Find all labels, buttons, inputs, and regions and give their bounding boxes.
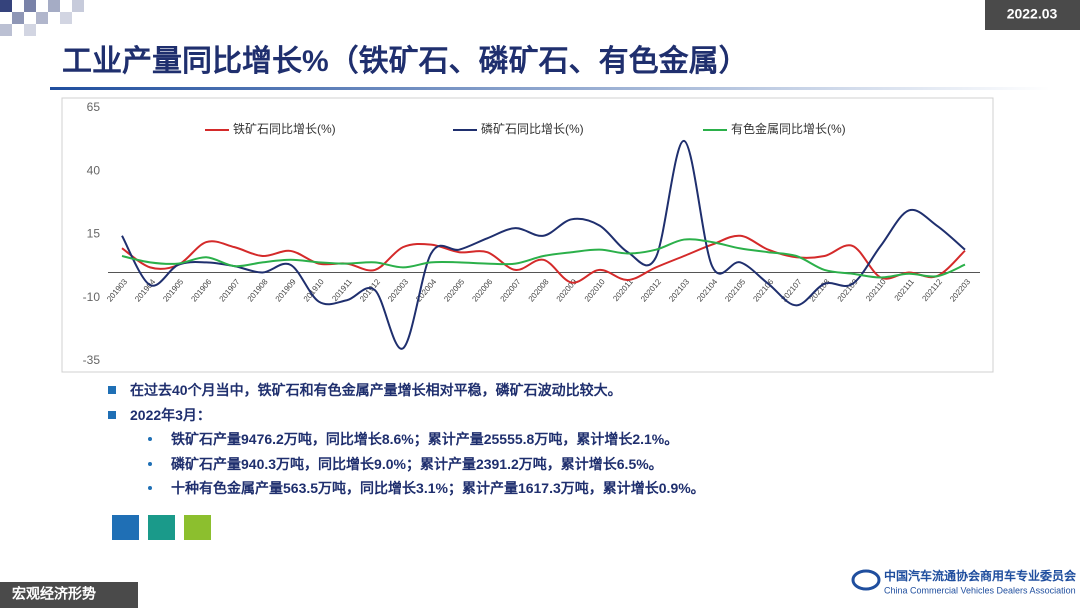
chart-frame: [61, 97, 994, 373]
line: [121, 234, 966, 284]
x-tick-label: 202107: [779, 277, 803, 304]
line: [121, 139, 966, 350]
sub-text: 磷矿石产量940.3万吨，同比增长9.0%；累计产量2391.2万吨，累计增长6…: [171, 455, 663, 472]
notes: 在过去40个月当中，铁矿石和有色金属产量增长相对平稳，磷矿石波动比较大。 2022…: [108, 378, 705, 501]
org-en: China Commercial Vehicles Dealers Associ…: [884, 585, 1076, 595]
x-tick-label: 202203: [948, 277, 972, 304]
x-tick-label: 202103: [667, 277, 691, 304]
date: 2022.03: [1007, 6, 1058, 22]
x-tick-label: 202104: [695, 277, 719, 304]
y-tick-label: -10: [83, 290, 101, 304]
legend-label: 铁矿石同比增长(%): [233, 122, 336, 136]
icon: [184, 515, 211, 540]
line: [121, 238, 966, 279]
sub-marker: [148, 437, 152, 441]
sub-text: 十种有色金属产量563.5万吨，同比增长3.1%；累计产量1617.3万吨，累计…: [171, 480, 705, 496]
legend-label: 有色金属同比增长(%): [731, 121, 846, 136]
x-tick-label: 201908: [246, 277, 270, 304]
bullet-text: 2022年3月：: [130, 406, 211, 423]
sub-marker: [148, 461, 152, 466]
sub-item: 铁矿石产量9476.2万吨，同比增长8.6%；累计产量25555.8万吨，累计增…: [108, 427, 705, 452]
section-box: [0, 582, 138, 608]
slide-title: 工业产量同比增长%（铁矿石、磷矿石、有色金属）: [62, 44, 749, 78]
title-rule: [50, 87, 1050, 90]
x-tick-label: 202108: [808, 277, 832, 304]
x-tick-label: 202008: [527, 277, 551, 304]
x-tick-label: 202112: [920, 277, 944, 303]
bullet-item: 在过去40个月当中，铁矿石和有色金属产量增长相对平稳，磷矿石波动比较大。: [108, 378, 705, 403]
x-tick-label: 201906: [189, 277, 213, 304]
sub-item: 十种有色金属产量563.5万吨，同比增长3.1%；累计产量1617.3万吨，累计…: [108, 476, 705, 501]
icon: [148, 515, 175, 540]
section: 宏观经济形势: [12, 586, 96, 602]
legend-label: 磷矿石同比增长(%): [481, 121, 584, 136]
corner-decor: [0, 0, 84, 36]
bullet-text: 在过去40个月当中，铁矿石和有色金属产量增长相对平稳，磷矿石波动比较大。: [130, 382, 622, 398]
x-tick-label: 202007: [498, 277, 522, 304]
x-tick-label: 202003: [386, 277, 410, 304]
x-tick-label: 202010: [583, 277, 607, 304]
x-tick-label: 201910: [302, 277, 326, 304]
y-tick-label: 15: [87, 227, 101, 241]
x-tick-label: 201907: [217, 277, 241, 304]
bullet-marker: [108, 410, 116, 419]
icon: [112, 515, 139, 540]
org-cn: 中国汽车流通协会商用车专业委员会: [884, 568, 1077, 583]
x-tick-label: 202110: [864, 277, 888, 303]
x-tick-label: 202012: [639, 277, 663, 304]
x-tick-label: 201903: [105, 277, 129, 304]
bullet-item: 2022年3月：: [108, 403, 705, 428]
sub-item: 磷矿石产量940.3万吨，同比增长9.0%；累计产量2391.2万吨，累计增长6…: [108, 452, 705, 477]
x-tick-label: 202105: [723, 277, 747, 304]
logo: [851, 569, 881, 591]
date-box: [985, 0, 1080, 30]
x-tick-label: 202005: [442, 277, 466, 304]
x-tick-label: 201909: [274, 277, 298, 304]
y-tick-label: 65: [87, 100, 101, 114]
x-tick-label: 202011: [611, 277, 635, 303]
x-tick-label: 202111: [893, 277, 917, 303]
x-tick-label: 202006: [470, 277, 494, 304]
y-tick-label: -35: [83, 353, 101, 367]
sub-marker: [148, 486, 152, 490]
x-tick-label: 201905: [161, 277, 185, 304]
bullet-marker: [108, 386, 116, 394]
sub-text: 铁矿石产量9476.2万吨，同比增长8.6%；累计产量25555.8万吨，累计增…: [171, 431, 679, 447]
y-tick-label: 40: [87, 163, 101, 177]
